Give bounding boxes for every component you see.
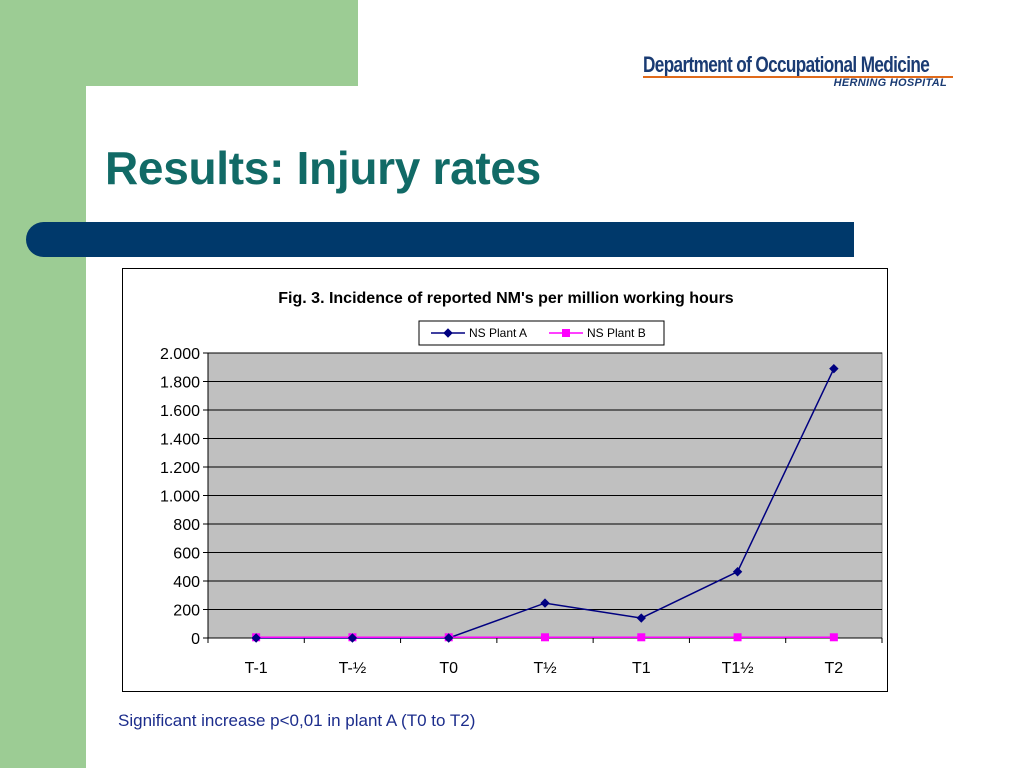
slide-title: Results: Injury rates: [105, 142, 541, 194]
y-tick-label: 0: [191, 631, 200, 648]
top-green-band: [0, 0, 358, 86]
data-point-1-7: [829, 363, 839, 374]
x-tick-label: T2: [825, 660, 844, 677]
data-point-legend-2: [562, 329, 570, 337]
y-tick-label: 2.000: [160, 346, 200, 363]
logo-name: Department of Occupational Medicine: [643, 52, 930, 77]
y-tick-label: 1.400: [160, 432, 200, 449]
data-point-1-2: [347, 633, 358, 643]
x-tick-label: T1: [632, 660, 651, 677]
data-point-1-3: [444, 633, 454, 643]
x-tick-label: T1½: [722, 660, 754, 677]
left-green-band: [0, 0, 86, 768]
legend-label-2: NS Plant B: [587, 326, 646, 340]
data-point-1-4: [540, 598, 550, 608]
significance-caption: Significant increase p<0,01 in plant A (…: [118, 711, 476, 730]
legend-label-1: NS Plant A: [469, 326, 527, 340]
y-tick-label: 200: [173, 603, 200, 620]
y-tick-label: 400: [173, 574, 200, 591]
y-tick-label: 1.200: [160, 460, 200, 477]
logo-hospital: HERNING HOSPITAL: [833, 77, 947, 89]
data-point-2-6: [733, 633, 742, 642]
data-point-2-4: [541, 633, 549, 642]
x-tick-label: T½: [533, 660, 556, 677]
y-tick-label: 1.000: [160, 489, 200, 506]
y-tick-label: 600: [173, 546, 200, 563]
y-tick-label: 1.600: [160, 403, 200, 420]
title-divider-bar: [26, 222, 854, 257]
data-point-2-7: [829, 633, 838, 642]
data-point-1-6: [732, 567, 743, 577]
data-point-1-1: [251, 633, 261, 643]
chart-frame: Fig. 3. Incidence of reported NM's per m…: [122, 268, 888, 692]
x-tick-label: T-½: [339, 660, 367, 677]
chart-title: Fig. 3. Incidence of reported NM's per m…: [278, 290, 734, 307]
y-tick-label: 1.800: [160, 375, 200, 392]
department-logo: Department of Occupational Medicine HERN…: [643, 52, 955, 92]
injury-rate-chart: Fig. 3. Incidence of reported NM's per m…: [160, 290, 883, 677]
data-point-2-5: [637, 633, 646, 642]
x-tick-label: T0: [439, 660, 458, 677]
data-point-legend-1: [443, 328, 453, 338]
logo-underline: [643, 76, 953, 78]
x-tick-label: T-1: [245, 660, 268, 677]
y-tick-label: 800: [173, 517, 200, 534]
data-point-1-5: [636, 613, 646, 623]
